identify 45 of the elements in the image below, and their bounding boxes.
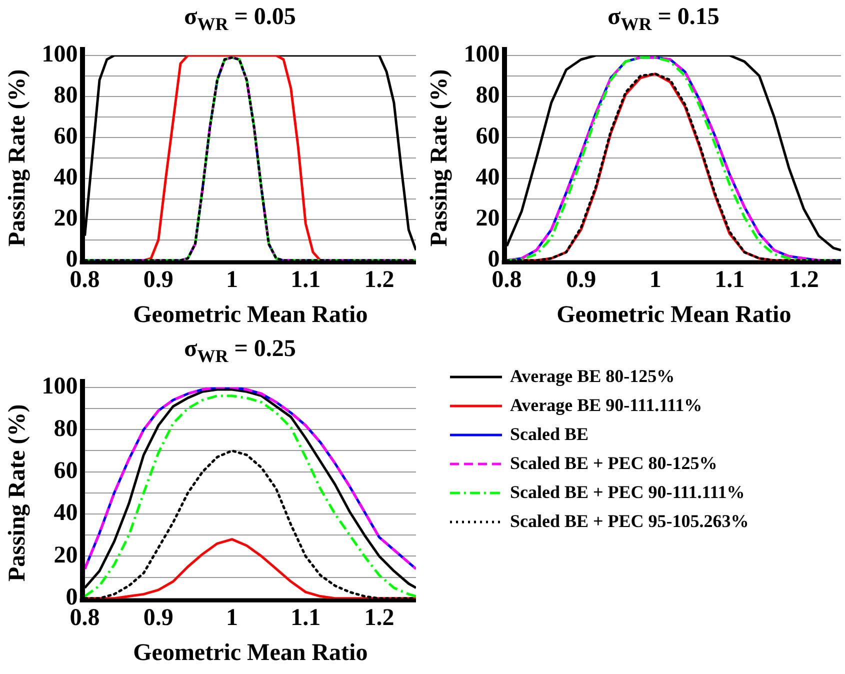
x-tick-label: 1 <box>649 267 662 294</box>
x-tick-label: 0.8 <box>492 267 522 294</box>
x-axis-title: Geometric Mean Ratio <box>556 302 792 328</box>
legend-label: Average BE 90-111.111% <box>510 395 702 416</box>
x-tick-label: 1.1 <box>714 267 745 294</box>
x-tick-label: 1.2 <box>788 267 819 294</box>
x-tick-label: 0.9 <box>143 605 174 632</box>
y-axis-title: Passing Rate (%) <box>426 69 453 247</box>
x-tick-label: 1.1 <box>290 605 321 632</box>
x-tick-label: 0.9 <box>566 267 596 294</box>
legend-label: Scaled BE + PEC 95-105.263% <box>510 511 749 532</box>
x-axis-title: Geometric Mean Ratio <box>133 302 368 328</box>
chart-title: σ$_{WR}$ = 0.25 <box>183 335 297 366</box>
y-tick-label: 20 <box>54 542 78 568</box>
chart-title: σ$_{WR}$ = 0.05 <box>183 3 297 34</box>
y-tick-label: 40 <box>54 500 78 526</box>
y-axis-title: Passing Rate (%) <box>4 69 31 247</box>
y-axis-title: Passing Rate (%) <box>4 404 31 582</box>
y-tick-label: 80 <box>476 82 500 109</box>
y-tick-label: 60 <box>54 458 78 484</box>
y-tick-label: 60 <box>54 124 78 150</box>
x-tick-label: 1.2 <box>364 605 394 632</box>
x-tick-label: 1 <box>226 267 238 294</box>
x-tick-label: 1 <box>226 605 238 632</box>
y-tick-label: 100 <box>464 42 500 68</box>
y-tick-label: 40 <box>54 164 78 191</box>
y-tick-label: 80 <box>54 416 78 442</box>
x-tick-label: 0.8 <box>70 267 100 294</box>
x-axis-title: Geometric Mean Ratio <box>133 640 368 666</box>
x-tick-label: 1.1 <box>290 267 321 294</box>
legend-label: Scaled BE + PEC 90-111.111% <box>510 482 745 503</box>
legend-label: Scaled BE + PEC 80-125% <box>510 453 718 474</box>
x-tick-label: 1.2 <box>364 267 394 294</box>
y-tick-label: 20 <box>54 206 78 232</box>
y-tick-label: 80 <box>54 82 78 109</box>
chart-title: σ$_{WR}$ = 0.15 <box>606 3 720 34</box>
legend-label: Average BE 80-125% <box>510 366 675 387</box>
y-tick-label: 20 <box>476 206 500 232</box>
y-tick-label: 100 <box>42 42 78 68</box>
x-tick-label: 0.9 <box>143 267 174 294</box>
y-tick-label: 100 <box>42 374 78 400</box>
legend-label: Scaled BE <box>510 424 589 445</box>
x-tick-label: 0.8 <box>70 605 100 632</box>
y-tick-label: 60 <box>476 124 500 150</box>
y-tick-label: 40 <box>476 164 500 191</box>
